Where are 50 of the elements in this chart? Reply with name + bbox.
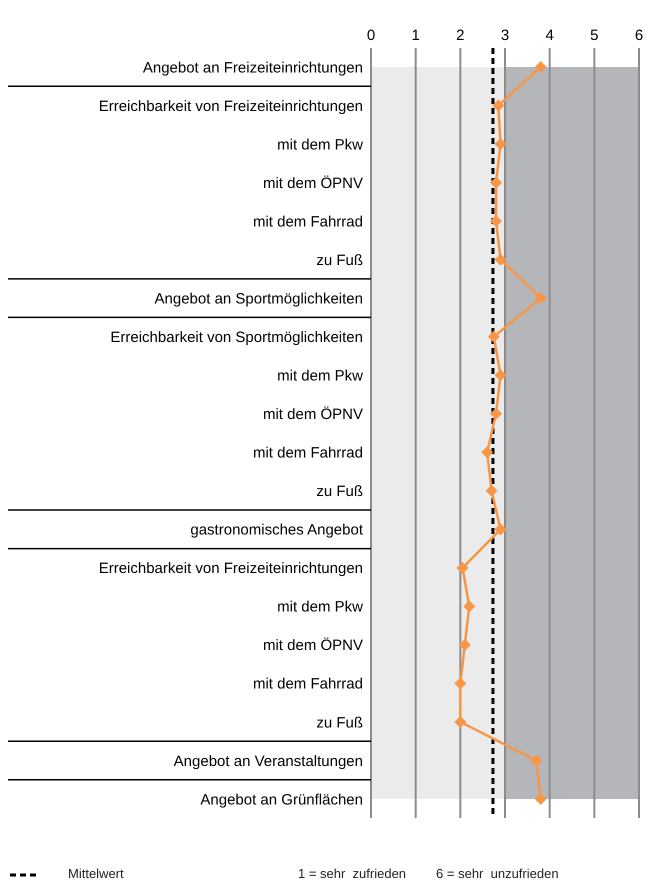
- text: 6 = sehr unzufrieden: [436, 866, 559, 881]
- point: [458, 638, 471, 651]
- y-tick-label: gastronomisches Angebot: [190, 522, 364, 539]
- x-tick-label: 4: [545, 27, 554, 44]
- point: [490, 215, 502, 228]
- point: [494, 523, 507, 536]
- text: 1 = sehr zufrieden: [298, 866, 406, 881]
- point: [534, 61, 547, 73]
- y-tick-label: Angebot an Sportmöglichkeiten: [154, 290, 363, 308]
- point: [534, 793, 547, 805]
- y-tick-label: zu Fuß: [316, 252, 363, 269]
- y-tick-label: zu Fuß: [316, 483, 363, 500]
- point: [481, 446, 494, 458]
- point: [494, 138, 507, 150]
- point: [454, 677, 466, 690]
- point: [486, 484, 498, 497]
- x-tick-label: 0: [366, 27, 376, 44]
- y-tick-label: mit dem Pkw: [277, 598, 364, 616]
- y-tick-label: mit dem ÖPNV: [262, 174, 363, 192]
- y-tick-label: zu Fuß: [316, 714, 363, 732]
- y-tick-label: Erreichbarkeit von Freizeiteinrichtungen: [98, 98, 363, 115]
- y-tick-label: mit dem ÖPNV: [262, 637, 363, 654]
- point: [494, 369, 507, 382]
- point: [494, 254, 507, 266]
- point: [534, 292, 547, 304]
- point: [463, 600, 476, 612]
- point: [492, 100, 504, 112]
- point: [488, 330, 500, 343]
- y-tick-label: mit dem Fahrrad: [252, 213, 363, 230]
- y-tick-label: Erreichbarkeit von Freizeiteinrichtungen: [98, 560, 363, 578]
- point: [456, 562, 469, 574]
- y-tick-label: mit dem Fahrrad: [252, 444, 363, 462]
- point: [454, 716, 466, 728]
- x-tick-label: 6: [634, 27, 644, 44]
- y-tick-label: mit dem ÖPNV: [262, 406, 363, 424]
- x-tick-label: 3: [500, 27, 510, 44]
- y-tick-label: Erreichbarkeit von Sportmöglichkeiten: [110, 329, 363, 346]
- y-tick-label: mit dem Fahrrad: [252, 676, 363, 693]
- point: [490, 176, 502, 189]
- y-tick-label: mit dem Pkw: [277, 136, 364, 154]
- x-tick-label: 2: [456, 27, 465, 44]
- y-tick-label: mit dem Pkw: [277, 368, 364, 385]
- y-tick-label: Angebot an Veranstaltungen: [174, 752, 363, 770]
- y-tick-label: Angebot an Freizeiteinrichtungen: [142, 59, 363, 76]
- point: [490, 408, 502, 420]
- y-tick-label: Angebot an Grünflächen: [200, 791, 363, 808]
- x-tick-label: 5: [590, 27, 599, 44]
- point: [530, 754, 542, 766]
- x-tick-label: 1: [411, 27, 420, 44]
- ref-line-label: Mittelwert: [68, 866, 124, 881]
